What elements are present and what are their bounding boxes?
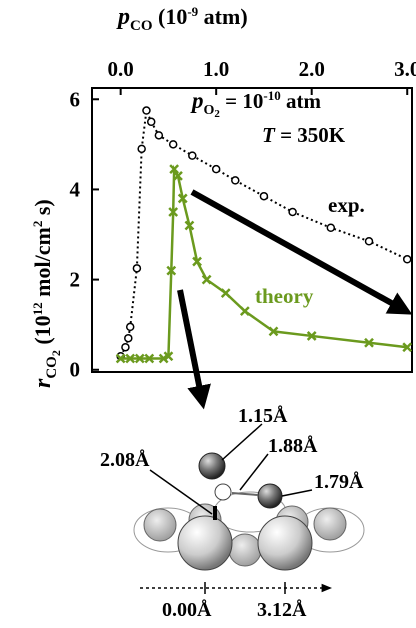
bond — [232, 493, 258, 495]
y-label-unit-end: s) — [30, 199, 55, 220]
pointer — [150, 470, 212, 514]
y-tick-label: 2 — [70, 268, 81, 292]
y-tick-label: 4 — [70, 177, 81, 201]
marker — [189, 152, 196, 159]
x-label-unit-end: atm) — [198, 4, 247, 29]
plot-frame — [92, 88, 412, 372]
marker — [122, 344, 129, 351]
atom — [229, 534, 261, 566]
x-tick-label: 0.0 — [108, 57, 134, 81]
y-label-unit: (10 — [30, 315, 55, 350]
y-tick-label: 0 — [70, 358, 81, 382]
x-label-sub: CO — [130, 18, 153, 34]
x-tick-label: 3.0 — [394, 57, 416, 81]
x-tick-label: 1.0 — [203, 57, 229, 81]
marker — [260, 193, 267, 200]
distance-label: 3.12Å — [257, 598, 307, 621]
marker — [327, 224, 334, 231]
x-axis-label: pCO (10-9 atm) — [116, 4, 248, 34]
distance-label: 2.08Å — [100, 448, 150, 471]
marker — [222, 289, 230, 297]
structure — [134, 424, 364, 594]
marker — [125, 335, 132, 342]
pointer — [282, 490, 312, 496]
atom — [258, 516, 312, 570]
distance-label: 1.79Å — [314, 470, 364, 493]
atom — [199, 453, 225, 479]
ann-text: = 350K — [275, 123, 346, 147]
arrow — [180, 290, 202, 400]
atom — [258, 484, 282, 508]
pointer — [222, 424, 262, 460]
y-tick-label: 6 — [70, 87, 81, 111]
marker — [232, 177, 239, 184]
marker — [133, 265, 140, 272]
atom — [215, 484, 231, 500]
atom — [178, 516, 232, 570]
distance-label: 1.15Å — [238, 404, 288, 427]
marker — [213, 166, 220, 173]
ann-exp: -10 — [263, 88, 280, 103]
x-label-symbol: p — [116, 4, 130, 30]
figure: 0.01.02.03.00246 pCO (10-9 atm) rCO2 (10… — [0, 0, 416, 628]
y-label-exp: 12 — [30, 302, 45, 315]
distance-label: 0.00Å — [162, 598, 212, 621]
marker — [241, 307, 249, 315]
y-axis-label: rCO2 (1012 mol/cm2 s) — [30, 199, 63, 388]
annotation-temperature: T = 350K — [262, 123, 346, 147]
marker — [170, 141, 177, 148]
atom — [144, 509, 176, 541]
marker — [138, 145, 145, 152]
marker — [404, 256, 411, 263]
annotation-theory: theory — [255, 284, 314, 308]
marker — [155, 132, 162, 139]
marker — [127, 323, 134, 330]
distance-label: 1.88Å — [268, 434, 318, 457]
marker — [289, 208, 296, 215]
marker — [148, 118, 155, 125]
ann-text: atm — [281, 89, 322, 113]
x-tick-label: 2.0 — [299, 57, 325, 81]
annotation-po2: pO2 = 10-10 atm — [190, 88, 321, 120]
y-label-sub: CO — [44, 356, 60, 379]
atom — [314, 508, 346, 540]
ann-text: = 10 — [220, 89, 263, 113]
marker — [143, 107, 150, 114]
y-label-unit: mol/cm — [30, 227, 55, 302]
pointer — [240, 454, 268, 490]
ann-sub: O — [204, 103, 215, 118]
x-label-unit: (10 — [153, 4, 188, 29]
ann-symbol: p — [190, 88, 204, 113]
marker — [203, 276, 211, 284]
annotation-exp: exp. — [328, 193, 365, 217]
x-label-exp: -9 — [187, 4, 198, 19]
marker — [366, 238, 373, 245]
